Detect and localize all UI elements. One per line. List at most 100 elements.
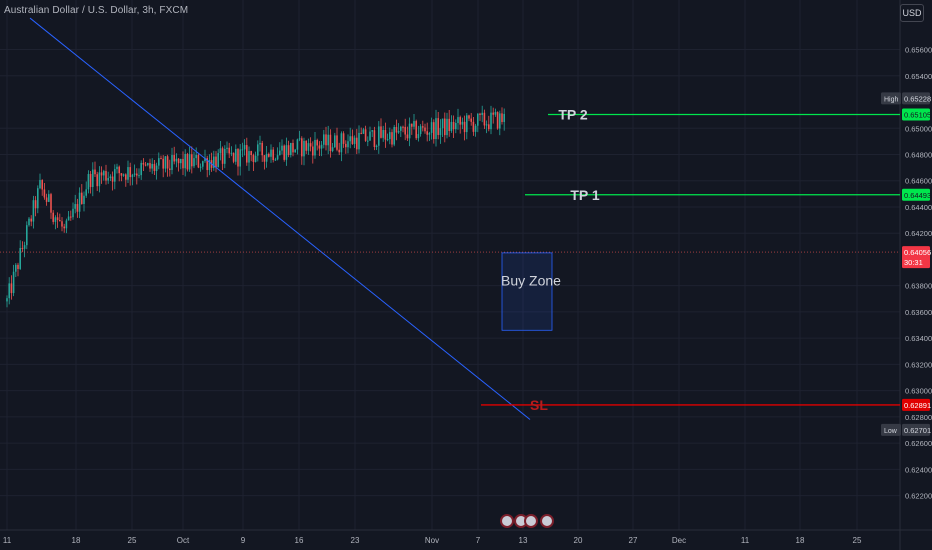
x-tick-label: 13: [519, 536, 528, 545]
candle-body: [481, 112, 483, 115]
candle-body: [41, 180, 43, 190]
trendline[interactable]: [29, 17, 531, 420]
candle-body: [408, 123, 411, 139]
candle-body: [450, 121, 453, 131]
candle-body: [237, 148, 239, 167]
current-price-tag: 0.64056: [904, 248, 931, 257]
candle-body: [336, 135, 338, 150]
candle-body: [397, 130, 400, 133]
candle-body: [501, 113, 503, 122]
candle-body: [89, 174, 92, 188]
symbol-title[interactable]: Australian Dollar / U.S. Dollar, 3h, FXC…: [4, 5, 189, 16]
candle-body: [285, 145, 288, 160]
candle-body: [424, 127, 426, 132]
candle-body: [70, 216, 72, 218]
candle-body: [151, 163, 153, 169]
candle-body: [338, 149, 340, 153]
candle-body: [158, 158, 160, 166]
candle-body: [320, 144, 323, 149]
candle-body: [393, 127, 395, 145]
candle-body: [492, 112, 494, 115]
candle-body: [164, 156, 167, 169]
candle-body: [340, 133, 343, 153]
candle-body: [230, 152, 233, 154]
annotations: TP 2 TP 1 SL Buy Zone: [481, 106, 900, 413]
candle-body: [362, 129, 365, 134]
candle-body: [15, 264, 17, 272]
candle-body: [488, 124, 490, 130]
candle-body: [48, 194, 50, 202]
candle-body: [122, 174, 125, 176]
candle-body: [105, 171, 107, 181]
event-icons[interactable]: [500, 514, 554, 528]
candle-body: [457, 117, 459, 124]
candle-body: [235, 148, 237, 162]
buy-zone-box[interactable]: [501, 252, 553, 331]
candle-body: [206, 158, 208, 171]
candle-body: [472, 121, 475, 132]
candle-body: [334, 135, 336, 148]
candle-body: [389, 132, 391, 140]
candle-body: [59, 220, 61, 222]
candle-body: [437, 118, 439, 135]
x-tick-label: Oct: [177, 536, 190, 545]
candle-body: [149, 163, 151, 169]
candle-body: [279, 150, 281, 156]
y-tick-label: 0.64400: [905, 203, 932, 212]
x-tick-label: 23: [351, 536, 360, 545]
candle-body: [294, 149, 296, 153]
candle-body: [402, 126, 404, 128]
candle-body: [496, 112, 499, 129]
us-flag-icon[interactable]: [500, 514, 514, 528]
candle-body: [6, 298, 8, 302]
candle-body: [120, 173, 123, 176]
candle-body: [292, 142, 294, 153]
candle-body: [94, 169, 96, 175]
candle-body: [417, 134, 420, 139]
candle-body: [65, 220, 68, 229]
candle-body: [63, 226, 65, 229]
us-flag-icon[interactable]: [524, 514, 538, 528]
candle-body: [252, 155, 255, 162]
candle-body: [160, 158, 162, 160]
currency-button[interactable]: USD: [900, 4, 924, 22]
candle-body: [391, 132, 393, 145]
candle-body: [463, 121, 466, 133]
candle-body: [72, 208, 74, 218]
candle-body: [171, 155, 173, 170]
y-tick-label: 0.63400: [905, 334, 932, 343]
us-flag-icon[interactable]: [540, 514, 554, 528]
candle-body: [138, 175, 140, 177]
high-label-bg: [881, 92, 901, 105]
current-price-tag-bg: [902, 246, 930, 269]
candle-body: [290, 142, 292, 155]
candle-body: [103, 171, 105, 176]
candle-body: [118, 166, 120, 174]
candle-body: [243, 145, 246, 150]
y-tick-label: 0.64600: [905, 177, 932, 186]
candle-body: [199, 166, 202, 168]
candle-body: [433, 122, 435, 140]
candle-body: [257, 144, 259, 156]
candle-body: [411, 123, 413, 127]
candle-body: [142, 162, 145, 165]
buy-zone-label: Buy Zone: [501, 273, 561, 289]
candle-body: [17, 264, 19, 269]
x-tick-label: Dec: [672, 536, 686, 545]
candle-body: [26, 225, 28, 246]
candle-body: [470, 118, 472, 122]
candle-body: [270, 149, 272, 157]
candle-body: [52, 212, 54, 222]
candle-body: [360, 132, 362, 134]
candle-body: [195, 155, 197, 159]
candle-body: [155, 165, 158, 172]
high-price-tag: 0.65228: [904, 94, 931, 103]
candle-body: [147, 163, 149, 166]
candle-body: [316, 139, 318, 146]
candle-body: [250, 151, 252, 156]
candle-body: [312, 146, 314, 156]
x-tick-label: 16: [295, 536, 304, 545]
candle-body: [153, 163, 156, 172]
candle-body: [459, 117, 461, 125]
